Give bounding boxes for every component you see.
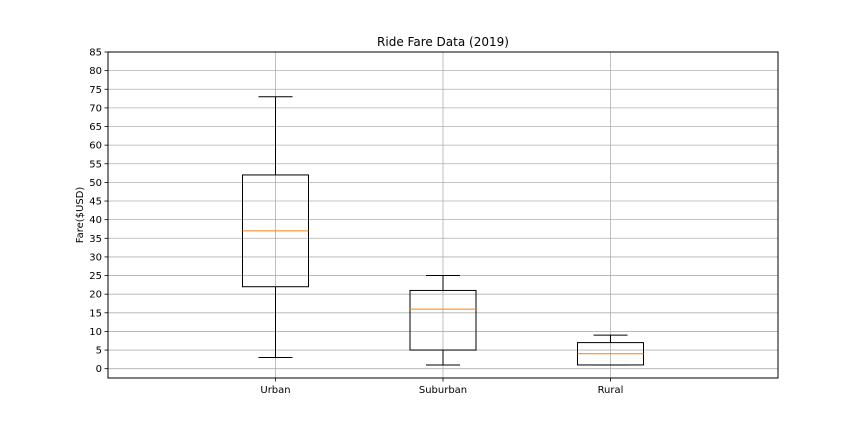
y-axis-label: Fare($USD) <box>75 187 86 244</box>
box-layer <box>242 96 644 366</box>
chart-title: Ride Fare Data (2019) <box>377 35 509 49</box>
box-suburban <box>409 275 477 366</box>
y-tick-label: 15 <box>89 308 102 319</box>
x-tick-label: Suburban <box>419 385 467 396</box>
y-tick-label: 35 <box>89 234 102 245</box>
box-rural <box>577 334 644 366</box>
y-tick-label: 45 <box>89 197 102 208</box>
y-tick-label: 50 <box>89 178 102 189</box>
y-tick-label: 10 <box>89 327 102 338</box>
y-tick-label: 85 <box>89 48 102 59</box>
y-tick-label: 55 <box>89 159 102 170</box>
y-tick-label: 25 <box>89 271 102 282</box>
tick-layer: 0 5 10 15 20 25 30 35 40 45 50 55 60 65 70 75 80 85 Urban S… <box>89 48 623 397</box>
y-tick-label: 40 <box>89 215 102 226</box>
y-tick-label: 5 <box>96 346 102 357</box>
y-tick-label: 30 <box>89 252 102 263</box>
y-tick-label: 20 <box>89 290 102 301</box>
iqr-box <box>409 289 477 351</box>
y-tick-label: 75 <box>89 85 102 96</box>
y-tick-label: 80 <box>89 66 102 77</box>
box-urban <box>242 96 309 359</box>
y-tick-label: 60 <box>89 141 102 152</box>
y-tick-label: 0 <box>96 364 102 375</box>
x-tick-label: Urban <box>260 385 290 396</box>
x-tick-label: Rural <box>598 385 624 396</box>
y-tick-label: 65 <box>89 122 102 133</box>
y-tick-label: 70 <box>89 103 102 114</box>
